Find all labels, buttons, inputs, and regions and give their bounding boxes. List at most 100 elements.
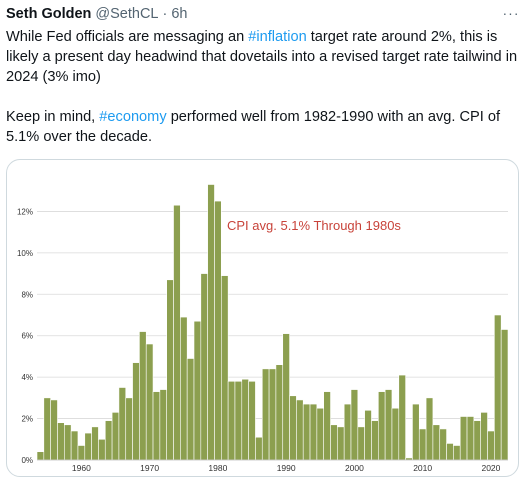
bar-1970 [145,343,154,461]
bar-2020 [487,430,495,461]
cpi-bar-chart: 0% 2% 4% 6% 8% 10% 12% 1960 1970 1980 1990 2000 2010… [17,184,509,473]
hashtag-link[interactable]: #economy [99,109,167,125]
tweet-timestamp[interactable]: 6h [171,6,188,22]
x-tick-label: 2000 [345,463,364,473]
bar-1983 [234,380,243,461]
bar-1955 [43,397,51,461]
bar-2012 [432,424,441,461]
bar-2009 [412,403,420,461]
bar-1984 [241,378,249,461]
bar-2016 [459,416,468,461]
bar-1988 [268,368,277,461]
bar-1962 [91,426,99,461]
bar-1985 [248,380,256,461]
bar-1960 [77,445,86,461]
bar-1975 [180,316,188,461]
bar-1997 [330,424,338,461]
y-tick-label: 0% [21,456,33,465]
bar-2003 [371,420,379,461]
bar-1999 [343,403,352,461]
author-handle[interactable]: @SethCL [95,6,159,22]
bar-1966 [118,387,127,461]
bar-1974 [173,204,181,461]
bar-2019 [480,412,488,461]
more-options-button[interactable]: ··· [501,3,521,23]
bar-1996 [323,391,331,461]
bar-1995 [316,407,324,461]
bar-2015 [453,445,461,461]
separator-dot: · [162,6,168,22]
bar-1986 [255,436,263,461]
x-tick-label: 1970 [140,463,159,473]
bar-1954 [36,451,45,461]
tweet-text: While Fed officials are messaging an #in… [6,27,518,147]
bar-1969 [139,331,147,461]
bar-1973 [166,279,174,461]
bar-1990 [282,333,290,461]
bar-1992 [296,399,304,461]
bar-1998 [337,426,345,461]
bar-1980 [214,200,222,461]
bar-2018 [473,420,481,461]
bar-2005 [384,389,393,461]
tweet-text-segment: While Fed officials are messaging an [6,29,249,45]
y-tick-label: 4% [21,373,33,382]
bar-1993 [302,403,311,461]
bar-2001 [357,426,365,461]
tweet-paragraph-1: While Fed officials are messaging an #in… [6,27,518,87]
x-tick-label: 1960 [72,463,91,473]
tweet-text-segment: performed well from 1982-1990 with an av… [6,109,501,145]
y-tick-label: 2% [21,415,33,424]
bar-2021 [494,314,502,461]
bar-1957 [57,422,65,461]
tweet-media-image[interactable]: 0% 2% 4% 6% 8% 10% 12% 1960 1970 1980 1990 2000 2010… [6,159,519,477]
bar-1991 [289,395,297,461]
bar-1994 [309,403,318,461]
tweet-text-segment: target rate around 2%, this is likely a … [6,29,518,85]
y-tick-label: 12% [17,207,33,216]
bar-2013 [439,428,447,461]
bar-1961 [84,432,92,461]
x-tick-label: 2010 [413,463,432,473]
bar-1958 [64,424,72,461]
bar-1987 [261,368,270,461]
bar-1964 [104,420,113,461]
chart-annotation: CPI avg. 5.1% Through 1980s [227,218,401,233]
tweet-text-segment: Keep in mind, [6,109,100,125]
y-tick-label: 10% [17,249,33,258]
more-horizontal-icon: ··· [502,5,520,21]
bar-1979 [207,184,215,461]
bar-2004 [378,391,386,461]
bar-1967 [125,397,133,461]
bar-2000 [350,389,359,461]
x-tick-label: 1990 [277,463,296,473]
bar-2006 [391,407,400,461]
tweet-header: Seth Golden @SethCL · 6h [6,5,187,23]
tweet-paragraph-2: Keep in mind, #economy performed well fr… [6,107,518,147]
bar-2022 [500,329,509,461]
y-tick-label: 6% [21,332,33,341]
bar-1982 [227,380,236,461]
bar-1959 [70,430,79,461]
bar-2007 [398,374,406,461]
bar-1981 [221,275,229,461]
bar-1971 [152,391,161,461]
bar-1965 [111,412,120,461]
x-tick-label: 2020 [481,463,500,473]
bar-1976 [186,358,195,461]
bar-1972 [159,389,167,461]
bar-1963 [98,438,106,461]
x-tick-label: 1980 [208,463,227,473]
bar-1989 [275,364,284,461]
bar-2014 [446,443,454,461]
bar-2017 [466,416,475,461]
hashtag-link[interactable]: #inflation [248,29,307,45]
bar-1977 [193,320,202,461]
author-name[interactable]: Seth Golden [6,6,92,22]
bar-2011 [425,397,434,461]
bar-1956 [50,399,58,461]
bar-2010 [418,428,427,461]
bar-2002 [364,409,372,461]
bar-1978 [200,273,208,461]
